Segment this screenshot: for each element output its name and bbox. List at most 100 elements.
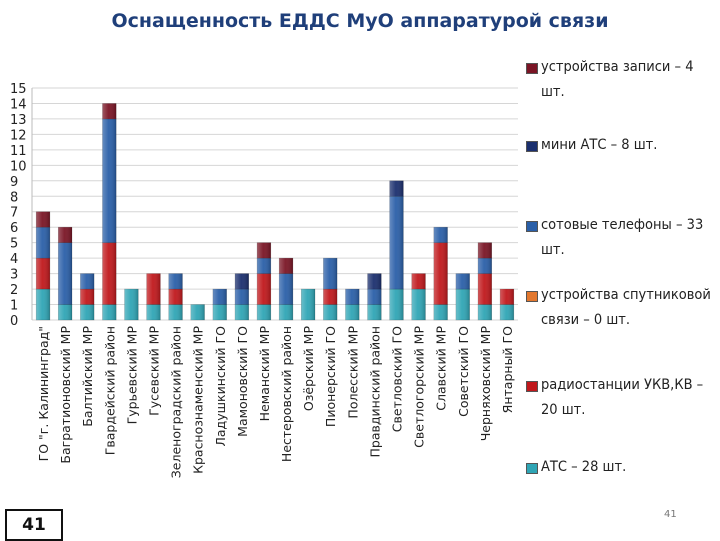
bar-segment-shade [389,196,404,290]
bar-segment-shade [345,289,360,305]
bar-segment-shade [323,289,338,305]
x-tick-label: Светлогорский МР [412,326,427,448]
bar-segment-shade [301,289,315,320]
x-tick-label: Полесский МР [345,326,360,419]
bar-segment-shade [500,289,514,305]
y-tick-label: 15 [10,82,27,97]
bar-segment-shade [323,304,338,320]
bar-segment-shade [80,289,95,305]
bar-segment-shade [102,304,117,320]
legend-item: мини АТС – 8 шт. [526,133,716,158]
bar-segment-shade [235,273,249,290]
bar-segment-shade [168,273,183,290]
y-tick-label: 2 [10,283,18,298]
bar-segment-shade [102,118,117,243]
bar-segment-shade [124,289,139,320]
bar-segment-shade [257,242,271,259]
legend-swatch [526,141,538,152]
x-tick-label: Светловский ГО [390,326,405,432]
y-tick-label: 13 [10,113,27,128]
bar-segment-shade [279,304,293,320]
legend-label: мини АТС – 8 шт. [541,137,658,153]
bar-segment-shade [146,273,161,305]
bar-segment-shade [389,289,404,320]
bars [35,103,515,321]
bar-segment-shade [58,242,72,305]
y-tick-label: 0 [10,314,18,329]
bar-segment-shade [478,304,492,320]
legend-swatch [526,381,538,392]
legend-label: АТС – 28 шт. [541,459,627,475]
legend-item: устройства спутниковой связи – 0 шт. [526,283,716,333]
legend-item: устройства записи – 4 шт. [526,55,716,105]
bar-segment-shade [168,289,183,305]
bar-segment-shade [257,273,271,305]
bar-segment-shade [36,289,50,320]
legend-swatch [526,221,538,232]
bar-segment-shade [279,273,293,305]
x-tick-label: Гвардейский район [102,326,117,455]
bar-segment-shade [257,258,271,274]
legend-swatch [526,63,538,74]
x-tick-label: Балтийский МР [80,326,95,427]
bar-segment-shade [367,289,382,305]
bar-segment-shade [36,258,50,290]
x-tick-label: Славский МР [434,326,449,411]
bar-segment-shade [345,304,360,320]
bar-segment-shade [146,304,161,320]
bar-segment-shade [190,304,205,320]
bar-segment-shade [433,304,448,320]
legend-item: радиостанции УКВ,КВ – 20 шт. [526,373,716,423]
x-tick-label: Гусевский МР [147,326,162,416]
bar-segment-shade [455,289,470,320]
y-tick-label: 3 [10,268,18,283]
y-tick-label: 4 [10,252,18,267]
bar-segment-shade [235,304,249,320]
bar-segment-shade [80,304,95,320]
bar-segment-shade [367,273,382,290]
y-tick-label: 12 [10,128,27,143]
x-tick-labels: ГО "г. Калининград" Багратионовский МР Бал… [36,326,515,479]
x-tick-label: ГО "г. Калининград" [36,326,51,461]
legend-label: радиостанции УКВ,КВ – 20 шт. [541,377,704,418]
bar-segment-shade [36,211,50,228]
x-tick-label: Озёрский МР [301,326,316,412]
y-tick-label: 9 [10,175,18,190]
bar-segment-shade [279,258,293,274]
y-tick-label: 1 [10,299,18,314]
bar-segment-shade [389,180,404,197]
bar-segment-shade [367,304,382,320]
legend-swatch [526,291,538,302]
y-tick-label: 6 [10,221,18,236]
bar-segment-shade [102,103,117,119]
slide-number-badge: 41 [5,509,63,541]
y-tick-label: 14 [10,97,27,112]
bar-segment-shade [500,304,514,320]
x-tick-label: Черняховский МР [478,326,493,442]
bar-segment-shade [36,227,50,259]
legend-label: устройства спутниковой связи – 0 шт. [541,287,711,328]
bar-segment-shade [80,273,95,290]
bar-segment-shade [411,273,426,290]
y-tick-label: 7 [10,206,18,221]
y-tick-label: 8 [10,190,18,205]
x-tick-label: Янтарный ГО [500,326,515,413]
x-tick-label: Неманский МР [257,326,272,422]
bar-segment-shade [58,304,72,320]
bar-segment-shade [168,304,183,320]
bar-segment-shade [58,227,72,243]
page-number: 41 [664,509,677,520]
bar-segment-shade [478,242,492,259]
bar-segment-shade [212,289,227,305]
y-tick-label: 10 [10,159,27,174]
x-tick-label: Краснознаменский МР [191,326,206,474]
bar-segment-shade [455,273,470,290]
x-tick-label: Правдинский район [367,326,382,457]
y-tick-label: 5 [10,237,18,252]
y-tick-label: 11 [10,144,27,159]
bar-segment-shade [478,273,492,305]
x-tick-label: Нестеровский район [279,326,294,462]
bar-segment-shade [433,227,448,243]
